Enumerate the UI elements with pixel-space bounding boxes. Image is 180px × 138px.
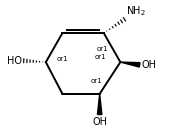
Text: or1: or1 (95, 54, 107, 60)
Text: OH: OH (141, 60, 156, 70)
Text: or1: or1 (57, 56, 69, 62)
Polygon shape (97, 94, 102, 115)
Text: or1: or1 (97, 46, 108, 51)
Polygon shape (120, 62, 140, 67)
Text: or1: or1 (91, 78, 103, 84)
Text: NH$_2$: NH$_2$ (126, 4, 146, 18)
Text: OH: OH (92, 117, 107, 127)
Text: HO: HO (7, 56, 22, 66)
